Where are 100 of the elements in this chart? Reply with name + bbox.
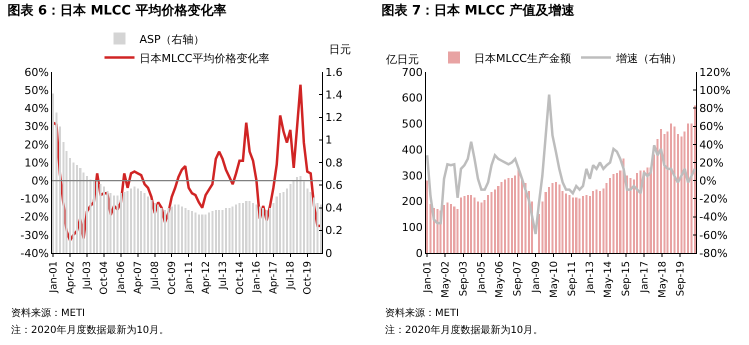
x-tick-label: May-06 xyxy=(494,261,506,298)
x-tick-label: Jan-01 xyxy=(422,261,434,294)
x-tick-label: Apr-07 xyxy=(133,261,144,294)
bar xyxy=(487,194,490,253)
bar xyxy=(474,197,476,253)
x-tick-label: Apr-12 xyxy=(200,261,212,294)
bar xyxy=(660,128,662,253)
x-tick-label: Sep-19 xyxy=(675,261,686,296)
x-tick-label: Jan-05 xyxy=(476,261,488,294)
y-tick-label: -20% xyxy=(20,210,49,224)
x-tick-label: May-18 xyxy=(657,261,668,298)
text: 资料来源：METI xyxy=(11,307,86,319)
bar xyxy=(446,202,448,253)
bar xyxy=(266,210,268,253)
bar xyxy=(204,214,207,253)
bar xyxy=(476,201,479,253)
bar xyxy=(228,208,230,253)
bar xyxy=(694,106,696,253)
y-tick-label: 10% xyxy=(24,156,49,170)
bar xyxy=(113,195,116,253)
y-tick-label: 20% xyxy=(24,138,49,152)
bar xyxy=(123,192,126,253)
bar xyxy=(160,208,163,253)
bar xyxy=(500,182,503,253)
bar xyxy=(120,193,122,253)
bar xyxy=(636,172,638,253)
x-tick-label: Oct-19 xyxy=(302,261,314,295)
bar xyxy=(232,206,234,253)
bar xyxy=(262,208,264,253)
chart-title: 图表 6：日本 MLCC 平均价格变化率 xyxy=(7,2,226,18)
bar xyxy=(248,200,251,253)
bar xyxy=(616,172,618,253)
bar xyxy=(470,194,472,253)
legend-label: 日本MLCC平均价格变化率 xyxy=(140,52,270,65)
bar xyxy=(106,190,108,253)
bar xyxy=(598,190,601,253)
bar xyxy=(453,206,456,253)
bar xyxy=(629,178,632,253)
bar xyxy=(565,194,568,253)
y2-tick-label: 1.4 xyxy=(325,88,343,102)
y-tick-label: 400 xyxy=(402,143,423,156)
bar xyxy=(463,196,466,253)
y2-tick-label: 40% xyxy=(699,138,724,152)
bar xyxy=(551,183,554,253)
bar xyxy=(92,180,95,253)
bar xyxy=(177,204,180,253)
legend-label: 增速（右轴） xyxy=(614,52,682,65)
bar xyxy=(198,214,200,253)
x-tick-label: Jul-13 xyxy=(218,261,229,290)
bar xyxy=(89,179,92,253)
bar xyxy=(133,186,136,253)
bar xyxy=(554,182,557,253)
bar xyxy=(548,187,550,253)
y-tick-label: 600 xyxy=(402,92,423,105)
bar xyxy=(52,93,54,253)
bar xyxy=(480,202,482,253)
bar xyxy=(224,208,227,253)
x-tick-label: May-14 xyxy=(603,261,614,298)
bar xyxy=(180,206,183,253)
bar xyxy=(252,203,254,253)
x-tick-label: Sep-07 xyxy=(512,261,524,296)
bar xyxy=(609,178,612,253)
y-tick-label: 0% xyxy=(31,174,49,188)
bar xyxy=(670,124,672,253)
bar xyxy=(222,210,224,253)
y2-tick-label: 1 xyxy=(325,134,332,147)
bar xyxy=(646,168,648,253)
bar xyxy=(146,196,150,253)
bar xyxy=(191,211,194,253)
bar xyxy=(296,177,298,253)
y2-tick-label: 60% xyxy=(699,120,724,134)
y-tick-label: 50% xyxy=(24,84,49,97)
y-tick-label: -10% xyxy=(20,192,49,206)
bar xyxy=(154,203,156,253)
bar xyxy=(235,204,238,253)
bar xyxy=(100,184,102,253)
bar xyxy=(518,168,520,253)
text: 注：2020年月度数据最新为10月。 xyxy=(385,324,544,336)
y2-tick-label: 100% xyxy=(699,84,731,97)
bar xyxy=(582,196,584,253)
bar xyxy=(167,208,170,253)
bar xyxy=(86,176,88,253)
y2-tick-label: 0 xyxy=(325,246,332,260)
y-tick-label: -30% xyxy=(20,228,49,242)
x-tick-label: Sep-15 xyxy=(621,261,632,296)
bar xyxy=(194,212,196,253)
text: 资料来源：METI xyxy=(385,307,460,319)
y-tick-label: 0 xyxy=(416,246,423,260)
bar xyxy=(494,190,496,253)
bar xyxy=(585,194,588,253)
text: 注：2020年月度数据最新为10月。 xyxy=(11,324,170,336)
y-tick-label: 30% xyxy=(24,120,49,134)
x-tick-label: Jul-03 xyxy=(82,261,94,290)
bar xyxy=(242,203,244,253)
bar xyxy=(460,197,462,253)
bar xyxy=(136,188,139,253)
bar xyxy=(310,192,312,253)
bar xyxy=(208,212,210,253)
bar xyxy=(140,190,142,253)
x-tick-label: Jul-08 xyxy=(150,261,162,290)
